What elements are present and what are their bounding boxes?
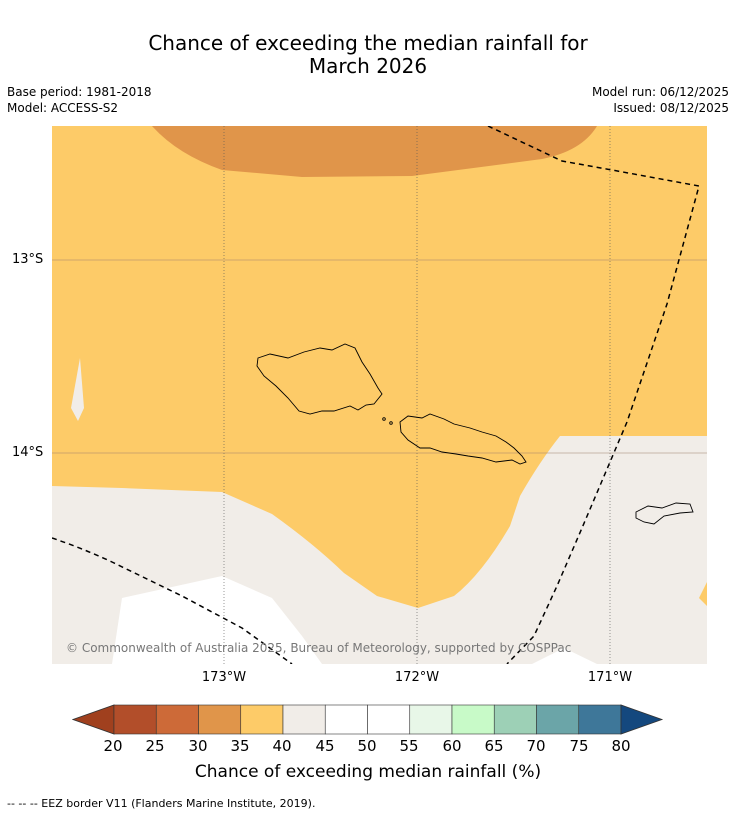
colorbar-under-arrow [72,704,115,735]
probability-45-55-region [112,576,322,664]
colorbar-bin-70-75 [536,704,580,735]
colorbar-label: Chance of exceeding median rainfall (%) [194,762,542,782]
colorbar-bins [113,704,622,735]
tutuila-island-outline [635,502,694,525]
probability-30-35-region [152,126,597,177]
map-title-line-1: Chance of exceeding the median rainfall … [148,31,588,55]
apolima-islet [389,421,393,425]
issued-text: Issued: 08/12/2025 [613,101,729,115]
colorbar-bin-20-25 [113,704,157,735]
colorbar-tick-25: 25 [145,737,165,755]
colorbar-tick-30: 30 [188,737,208,755]
lon-label-171w: 171°W [587,670,633,685]
map-title-line-2: March 2026 [308,54,428,78]
colorbar-bin-55-60 [409,704,453,735]
upolu-island-outline [399,413,527,465]
lon-label-172w: 172°W [394,670,440,685]
land-outlines [256,343,694,525]
colorbar-tick-45: 45 [315,737,335,755]
colorbar-tick-75: 75 [569,737,589,755]
model-text: Model: ACCESS-S2 [7,101,119,115]
colorbar-tick-70: 70 [526,737,546,755]
lat-label-13s: 13°S [12,252,44,267]
colorbar-bin-45-50 [324,704,368,735]
eez-border [52,126,700,664]
colorbar-tick-50: 50 [357,737,377,755]
savaii-island-outline [256,343,383,415]
forecast-map [52,126,707,664]
probability-45-55-patch [532,648,597,664]
manono-islet [382,417,386,421]
colorbar-bin-50-55 [367,704,411,735]
probability-35-40-notch [699,582,707,606]
parallel-gridlines [52,259,707,454]
colorbar-bin-65-70 [493,704,537,735]
colorbar-tick-20: 20 [103,737,123,755]
colorbar-bin-35-40 [240,704,284,735]
colorbar-tick-60: 60 [442,737,462,755]
colorbar-tick-80: 80 [611,737,631,755]
lon-label-173w: 173°W [201,670,247,685]
base-period-text: Base period: 1981-2018 [7,85,152,99]
colorbar-over-arrow [620,704,664,735]
colorbar-bin-60-65 [451,704,495,735]
colorbar-tick-40: 40 [272,737,292,755]
colorbar [72,704,664,735]
colorbar-tick-55: 55 [399,737,419,755]
map-svg [52,126,707,664]
model-run-text: Model run: 06/12/2025 [591,85,729,99]
colorbar-tick-35: 35 [230,737,250,755]
colorbar-bin-40-45 [282,704,326,735]
eez-footnote: -- -- -- EEZ border V11 (Flanders Marine… [7,797,316,810]
lat-label-14s: 14°S [12,445,44,460]
colorbar-bin-30-35 [198,704,242,735]
copyright-notice: © Commonwealth of Australia 2025, Bureau… [66,641,572,655]
colorbar-bin-25-30 [155,704,199,735]
probability-40-45-spot [71,358,84,421]
colorbar-bin-75-80 [578,704,622,735]
colorbar-tick-65: 65 [484,737,504,755]
